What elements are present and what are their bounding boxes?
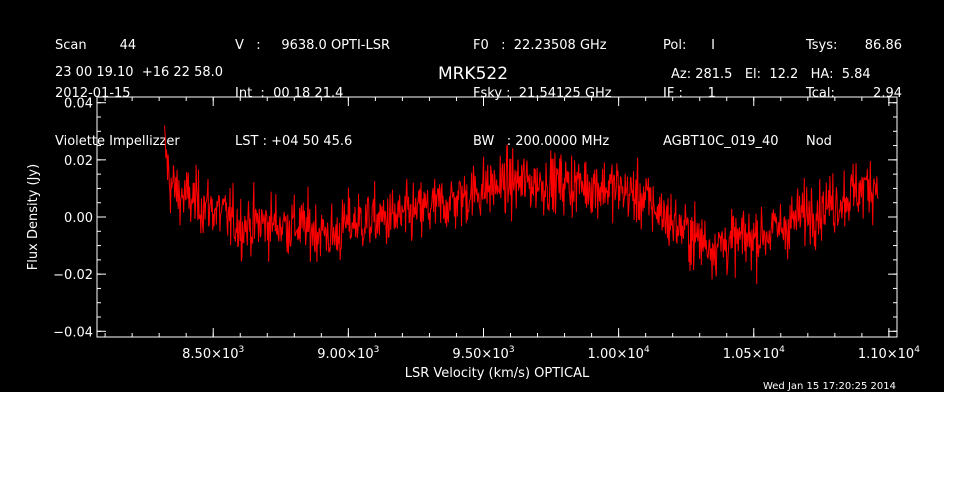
x-axis-label: LSR Velocity (km/s) OPTICAL xyxy=(405,366,590,381)
x-tick-label: 1.00×104 xyxy=(588,345,650,362)
source-coordinates: 23 00 19.10 +16 22 58.0 xyxy=(55,65,224,80)
y-tick-label: −0.02 xyxy=(53,268,93,283)
nod-label: Nod xyxy=(806,134,832,149)
header-col-pol: Pol: I IF : 1 AGBT10C_019_40 xyxy=(663,6,779,182)
timestamp: Wed Jan 15 17:20:25 2014 xyxy=(763,381,896,392)
spectrum-chart: MRK522 0.04 0.02 0.00 −0.02 −0.04 8.50×103 9.0… xyxy=(26,64,920,392)
velocity-text: V : 9638.0 OPTI-LSR xyxy=(235,38,391,53)
y-tick-label: 0.02 xyxy=(64,154,93,169)
lst-text: LST : +04 50 45.6 xyxy=(235,134,353,149)
x-tick-label: 1.10×104 xyxy=(858,345,920,362)
x-tick-label: 9.00×103 xyxy=(317,345,379,362)
spectrum-plot-panel: Scan 44 2012-01-15 Violette Impellizzer … xyxy=(0,0,944,392)
observer-text: Violette Impellizzer xyxy=(55,134,180,149)
y-tick-label: −0.04 xyxy=(53,325,93,340)
x-tick-label: 9.50×103 xyxy=(452,345,514,362)
scan-text: Scan 44 xyxy=(55,38,137,53)
y-tick-label: 0.04 xyxy=(64,97,93,112)
header-col-tsys-label: Tsys: Tcal: Nod xyxy=(806,6,837,182)
y-axis-label: Flux Density (Jy) xyxy=(26,164,41,270)
tsys-value: 86.86 xyxy=(864,38,902,53)
pointing-info: Az: 281.5 El: 12.2 HA: 5.84 xyxy=(671,67,871,82)
if-text: IF : 1 xyxy=(663,86,716,101)
project-text: AGBT10C_019_40 xyxy=(663,134,779,149)
chart-title: MRK522 xyxy=(438,64,508,84)
spectrum-line xyxy=(164,125,879,285)
tsys-label: Tsys: xyxy=(806,38,838,53)
f0-text: F0 : 22.23508 GHz xyxy=(473,38,607,53)
x-tick-label: 1.05×104 xyxy=(723,345,785,362)
bandwidth-text: BW : 200.0000 MHz xyxy=(473,134,610,149)
y-tick-label: 0.00 xyxy=(64,211,93,226)
x-tick-label: 8.50×103 xyxy=(182,345,244,362)
header-col-scan: Scan 44 2012-01-15 Violette Impellizzer xyxy=(55,6,180,182)
pol-text: Pol: I xyxy=(663,38,715,53)
